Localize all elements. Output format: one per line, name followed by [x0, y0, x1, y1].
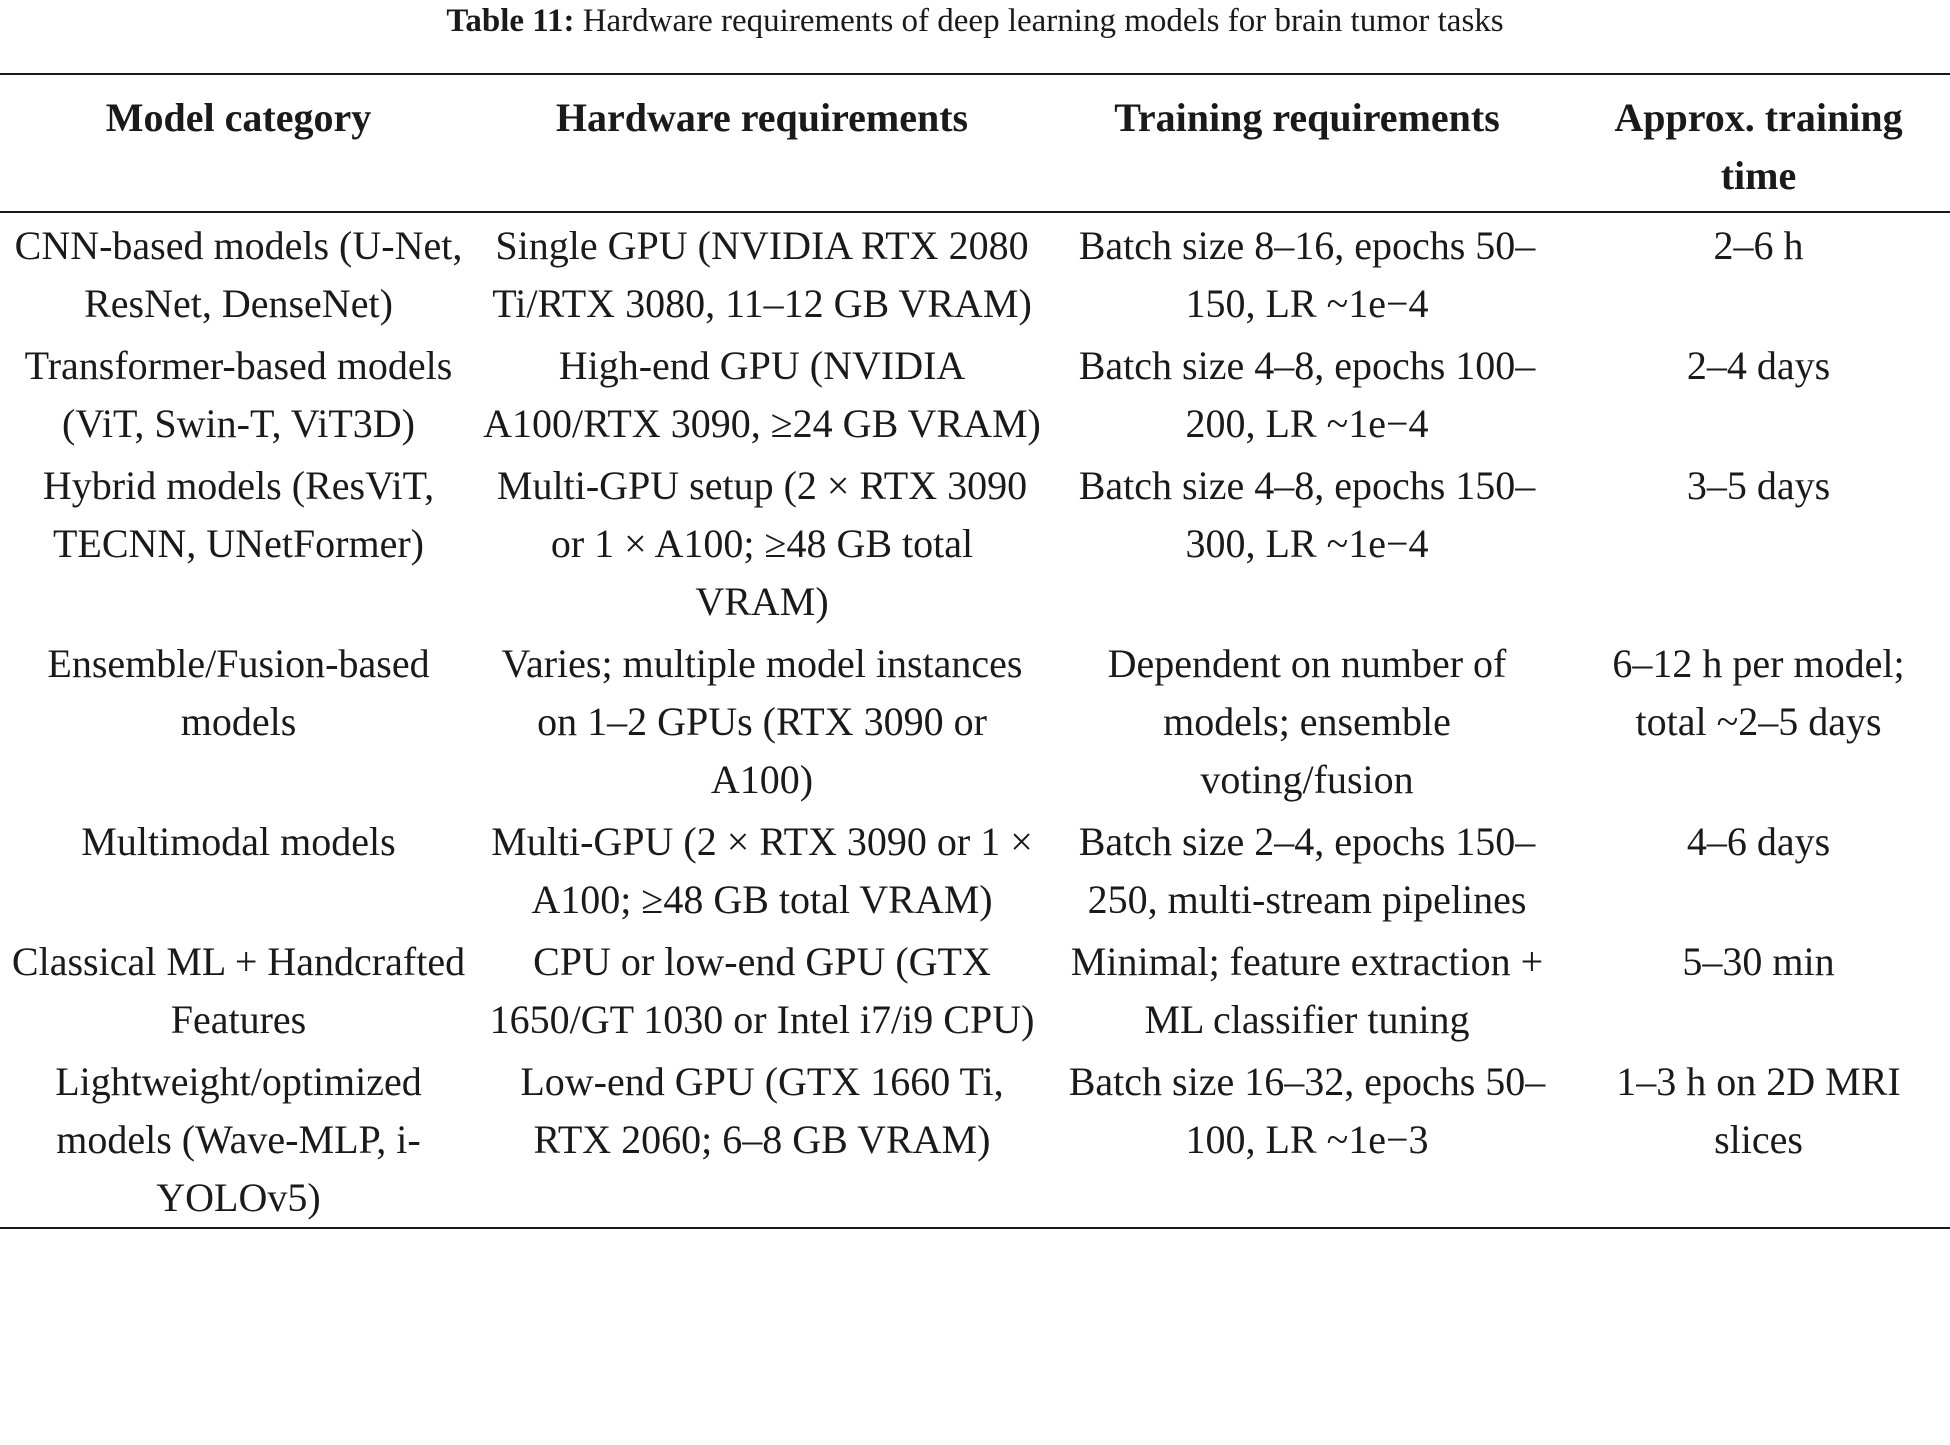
- cell-training-time: 2–6 h: [1713, 223, 1804, 268]
- cell-hardware-requirements: Low-end GPU (GTX 1660 Ti, RTX 2060; 6–8 …: [477, 1049, 1047, 1229]
- cell-hardware-requirements: Multi-GPU (2 × RTX 3090 or 1 × A100; ≥48…: [491, 819, 1033, 922]
- cell-training-time: 1–3 h on 2D MRI slices: [1567, 1049, 1950, 1229]
- table-row: Transformer-based models (ViT, Swin-T, V…: [0, 333, 1950, 453]
- table-caption-text: Hardware requirements of deep learning m…: [582, 3, 1504, 39]
- hardware-requirements-table: Model category Hardware requirements Tra…: [0, 73, 1950, 1229]
- cell-model-category: Ensemble/Fusion-based models: [47, 641, 430, 744]
- cell-training-time: 2–4 days: [1686, 343, 1831, 388]
- cell-training-requirements: Minimal; feature extraction + ML classif…: [1070, 939, 1544, 1042]
- cell-model-category: Hybrid models (ResViT, TECNN, UNetFormer…: [42, 463, 435, 566]
- cell-training-time: 3–5 days: [1686, 463, 1831, 508]
- cell-training-requirements: Batch size 8–16, epochs 50–150, LR ~1e−4: [1078, 223, 1536, 326]
- header-approx-training-time: Approx. training time: [1567, 73, 1950, 213]
- table-row: Hybrid models (ResViT, TECNN, UNetFormer…: [0, 453, 1950, 631]
- cell-model-category: Transformer-based models (ViT, Swin-T, V…: [24, 343, 453, 446]
- cell-training-requirements: Batch size 2–4, epochs 150–250, multi-st…: [1078, 819, 1536, 922]
- table-row: Classical ML + Handcrafted Features CPU …: [0, 929, 1950, 1049]
- cell-model-category: CNN-based models (U-Net, ResNet, DenseNe…: [14, 223, 463, 326]
- header-training-requirements: Training requirements: [1047, 73, 1567, 213]
- table-row: Lightweight/optimized models (Wave-MLP, …: [0, 1049, 1950, 1229]
- table-body: CNN-based models (U-Net, ResNet, DenseNe…: [0, 212, 1950, 1229]
- cell-training-time: 4–6 days: [1686, 819, 1831, 864]
- table-caption-label: Table 11:: [446, 3, 575, 39]
- cell-hardware-requirements: Single GPU (NVIDIA RTX 2080 Ti/RTX 3080,…: [492, 223, 1032, 326]
- cell-model-category: Lightweight/optimized models (Wave-MLP, …: [0, 1049, 477, 1229]
- header-hardware-requirements: Hardware requirements: [477, 73, 1047, 213]
- header-model-category: Model category: [0, 73, 477, 213]
- header-row: Model category Hardware requirements Tra…: [0, 73, 1950, 213]
- table-header: Model category Hardware requirements Tra…: [0, 73, 1950, 213]
- cell-training-requirements: Batch size 16–32, epochs 50–100, LR ~1e−…: [1047, 1049, 1567, 1229]
- table-row: Multimodal models Multi-GPU (2 × RTX 309…: [0, 809, 1950, 929]
- cell-model-category: Multimodal models: [81, 819, 396, 864]
- cell-model-category: Classical ML + Handcrafted Features: [11, 939, 466, 1042]
- cell-hardware-requirements: Varies; multiple model instances on 1–2 …: [501, 641, 1023, 802]
- cell-training-requirements: Batch size 4–8, epochs 150–300, LR ~1e−4: [1078, 463, 1536, 566]
- cell-training-requirements: Dependent on number of models; ensemble …: [1107, 641, 1507, 802]
- table-row: Ensemble/Fusion-based models Varies; mul…: [0, 631, 1950, 809]
- cell-hardware-requirements: Multi-GPU setup (2 × RTX 3090 or 1 × A10…: [496, 463, 1028, 624]
- cell-training-time: 5–30 min: [1682, 939, 1835, 984]
- cell-hardware-requirements: High-end GPU (NVIDIA A100/RTX 3090, ≥24 …: [483, 343, 1041, 446]
- cell-training-requirements: Batch size 4–8, epochs 100–200, LR ~1e−4: [1078, 343, 1536, 446]
- table-row: CNN-based models (U-Net, ResNet, DenseNe…: [0, 212, 1950, 333]
- table-caption: Table 11: Hardware requirements of deep …: [0, 0, 1950, 42]
- cell-hardware-requirements: CPU or low-end GPU (GTX 1650/GT 1030 or …: [489, 939, 1035, 1042]
- cell-training-time: 6–12 h per model; total ~2–5 days: [1612, 641, 1905, 744]
